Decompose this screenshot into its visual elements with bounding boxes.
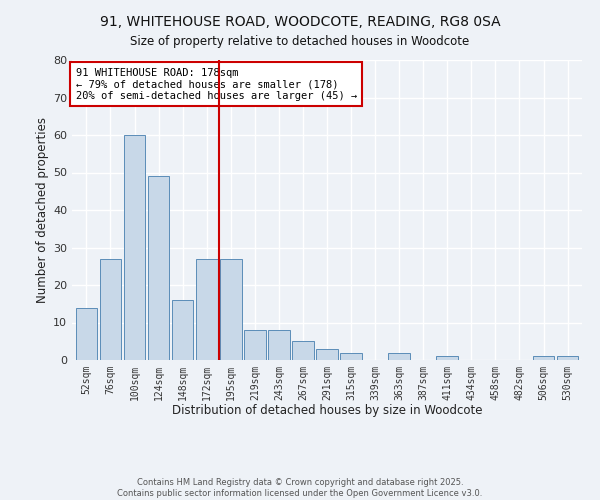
- Bar: [244, 330, 266, 360]
- Bar: [220, 259, 242, 360]
- Text: Size of property relative to detached houses in Woodcote: Size of property relative to detached ho…: [130, 35, 470, 48]
- Bar: [76, 308, 97, 360]
- Bar: [292, 341, 314, 360]
- Bar: [340, 352, 362, 360]
- X-axis label: Distribution of detached houses by size in Woodcote: Distribution of detached houses by size …: [172, 404, 482, 417]
- Bar: [172, 300, 193, 360]
- Bar: [148, 176, 169, 360]
- Bar: [196, 259, 218, 360]
- Text: Contains HM Land Registry data © Crown copyright and database right 2025.
Contai: Contains HM Land Registry data © Crown c…: [118, 478, 482, 498]
- Y-axis label: Number of detached properties: Number of detached properties: [36, 117, 49, 303]
- Bar: [557, 356, 578, 360]
- Bar: [316, 349, 338, 360]
- Bar: [388, 352, 410, 360]
- Bar: [100, 259, 121, 360]
- Bar: [533, 356, 554, 360]
- Bar: [436, 356, 458, 360]
- Bar: [268, 330, 290, 360]
- Bar: [124, 135, 145, 360]
- Text: 91, WHITEHOUSE ROAD, WOODCOTE, READING, RG8 0SA: 91, WHITEHOUSE ROAD, WOODCOTE, READING, …: [100, 15, 500, 29]
- Text: 91 WHITEHOUSE ROAD: 178sqm
← 79% of detached houses are smaller (178)
20% of sem: 91 WHITEHOUSE ROAD: 178sqm ← 79% of deta…: [76, 68, 357, 100]
